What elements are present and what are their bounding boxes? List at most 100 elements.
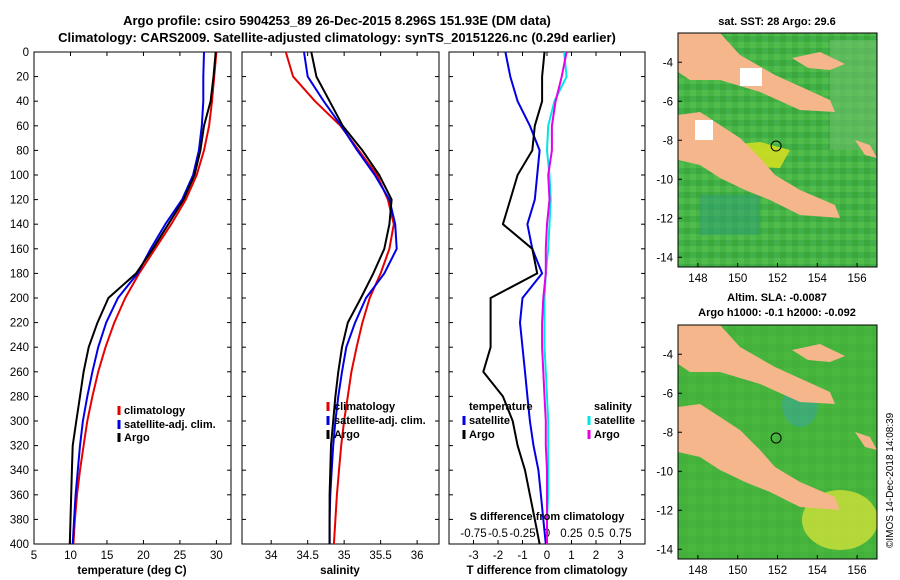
salinity-tick-labels: 34 34.5 35 35.5 36 [242, 51, 439, 562]
x-tick-label: 0 [544, 550, 550, 562]
temperature-panel: 0 20 40 60 80 100 120 140 160 180 200 220 240 260 280 3… [10, 47, 232, 577]
series-line-salinity-satellite [543, 51, 568, 544]
map-lat-tick-label: -14 [656, 252, 673, 264]
salinity-series [284, 51, 398, 545]
sst-map-title: sat. SST: 28 Argo: 29.6 [718, 16, 836, 28]
depth-tick-label: 300 [10, 416, 29, 428]
sla-map-panel: Altim. SLA: -0.0087 Argo h1000: -0.1 h20… [656, 292, 878, 577]
s-difference-tick-label: 0.25 [560, 528, 582, 540]
title-line-2: Climatology: CARS2009. Satellite-adjuste… [58, 30, 616, 45]
s-difference-tick-label: 0.5 [588, 528, 604, 540]
map-lon-tick-label: 148 [688, 273, 707, 285]
map-lon-tick-label: 156 [848, 565, 867, 577]
depth-tick-label: 260 [10, 367, 29, 379]
series-line-argo [310, 51, 393, 544]
difference-series [482, 51, 568, 545]
papua-peninsula-land [678, 112, 840, 218]
new-britain-land [792, 344, 845, 362]
depth-tick-label: 320 [10, 441, 29, 453]
sst-missing-data [695, 120, 713, 140]
t-difference-tick-labels: -3 -2 -1 0 1 2 3 [449, 51, 645, 562]
legend-s-argo: Argo [594, 429, 620, 441]
depth-tick-labels: 0 20 40 60 80 100 120 140 160 180 200 220 240 260 280 3… [10, 47, 231, 551]
temperature-tick-labels: 5 10 15 20 25 30 [31, 51, 223, 562]
sla-map-title: Altim. SLA: -0.0087 [727, 292, 827, 304]
map-lat-tick-label: -6 [663, 388, 673, 400]
x-tick-label: 36 [411, 550, 424, 562]
x-tick-label: 30 [210, 550, 223, 562]
s-difference-tick-label: -0.25 [509, 528, 535, 540]
map-lat-tick-label: -10 [656, 466, 673, 478]
x-tick-label: 5 [31, 550, 37, 562]
sst-warm-patch [830, 40, 877, 150]
depth-tick-label: 380 [10, 514, 29, 526]
map-lon-tick-label: 150 [728, 273, 747, 285]
legend-temperature-header: temperature [469, 401, 533, 413]
x-tick-label: 10 [64, 550, 77, 562]
depth-tick-label: 220 [10, 318, 29, 330]
sla-map-image [678, 325, 877, 559]
s-difference-tick-label: 0.75 [609, 528, 631, 540]
salinity-panel: 34 34.5 35 35.5 36 climatology satellite-adj… [241, 51, 440, 577]
depth-tick-label: 340 [10, 465, 29, 477]
legend-climatology: climatology [334, 401, 396, 413]
x-tick-label: 35.5 [369, 550, 391, 562]
series-line-temperature-argo [482, 51, 546, 545]
s-difference-tick-label: -0.5 [488, 528, 508, 540]
x-tick-label: 34 [265, 550, 278, 562]
depth-tick-label: 120 [10, 195, 29, 207]
temperature-axis-label: temperature (deg C) [77, 565, 186, 577]
depth-tick-label: 60 [16, 121, 29, 133]
map-lat-tick-label: -8 [663, 427, 673, 439]
map-lat-tick-label: -14 [656, 544, 673, 556]
sst-map-image [678, 33, 877, 267]
difference-legend-temperature: temperature satellite Argo [462, 401, 533, 441]
map-lat-tick-label: -12 [656, 213, 673, 225]
depth-tick-label: 200 [10, 293, 29, 305]
depth-tick-label: 80 [16, 145, 29, 157]
x-tick-label: -1 [517, 550, 527, 562]
depth-tick-label: 280 [10, 391, 29, 403]
papua-peninsula-land [678, 404, 840, 510]
x-tick-label: 15 [101, 550, 114, 562]
legend-argo: Argo [124, 432, 150, 444]
map-lon-tick-label: 156 [848, 273, 867, 285]
sst-cool-patch [700, 195, 760, 235]
map-lon-tick-label: 154 [808, 273, 828, 285]
x-tick-label: -3 [468, 550, 478, 562]
x-tick-label: 1 [568, 550, 574, 562]
sst-missing-data [740, 68, 762, 86]
series-line-argo [68, 51, 217, 545]
legend-climatology: climatology [124, 405, 186, 417]
sst-map-tick-labels: 148 150 152 154 156 -4 -6 -8 -10 -12 -14 [656, 57, 866, 285]
series-line-satellite-adj-clim- [71, 51, 205, 545]
sla-argo-location-marker [770, 432, 782, 444]
depth-tick-label: 20 [16, 72, 29, 84]
depth-tick-label: 180 [10, 268, 29, 280]
legend-argo: Argo [334, 429, 360, 441]
sla-map-subtitle: Argo h1000: -0.1 h2000: -0.092 [698, 307, 856, 319]
difference-legend-salinity: salinity satellite Argo [587, 401, 635, 441]
x-tick-label: 2 [593, 550, 599, 562]
sst-map-panel: sat. SST: 28 Argo: 29.6 148 150 152 154 156 -… [656, 16, 878, 285]
temperature-legend: climatology satellite-adj. clim. Argo [117, 405, 216, 444]
legend-t-argo: Argo [469, 429, 495, 441]
legend-s-satellite: satellite [594, 415, 635, 427]
x-tick-label: 34.5 [296, 550, 318, 562]
difference-panel: -3 -2 -1 0 1 2 3 -0.75 -0.5 -0.25 0 0.25 0.5 0.75 te… [448, 51, 646, 577]
temperature-series [68, 51, 218, 545]
map-lat-tick-label: -8 [663, 135, 673, 147]
t-difference-axis-label: T difference from climatology [466, 565, 628, 577]
map-lat-tick-label: -4 [663, 57, 674, 69]
title-line-1: Argo profile: csiro 5904253_89 26-Dec-20… [123, 13, 551, 28]
series-line-climatology [72, 51, 218, 545]
depth-tick-label: 400 [10, 539, 29, 551]
legend-t-satellite: satellite [469, 415, 510, 427]
s-difference-tick-label: -0.75 [460, 528, 486, 540]
sst-argo-location-marker [770, 140, 782, 152]
map-lat-tick-label: -12 [656, 505, 673, 517]
map-lat-tick-label: -10 [656, 174, 673, 186]
map-lon-tick-label: 150 [728, 565, 747, 577]
depth-tick-label: 240 [10, 342, 29, 354]
